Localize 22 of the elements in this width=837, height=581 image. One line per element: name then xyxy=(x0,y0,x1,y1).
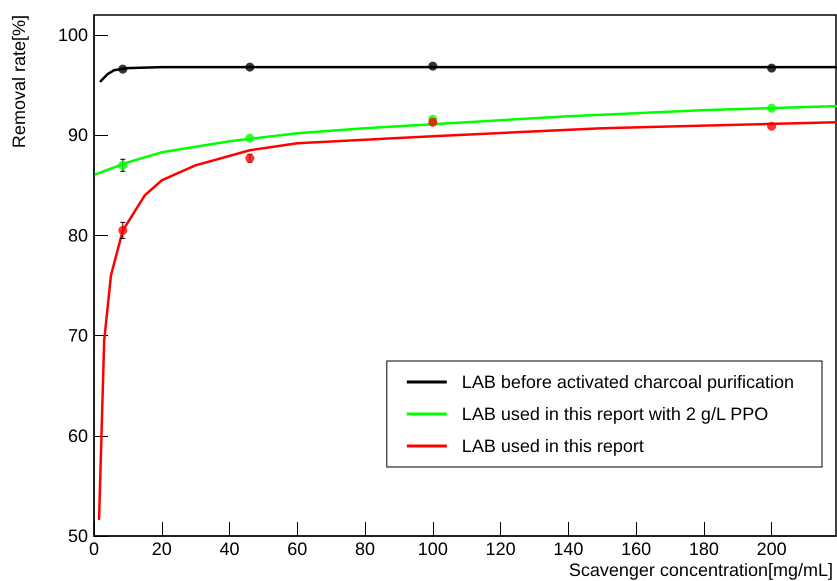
x-tick-label: 80 xyxy=(355,539,376,559)
y-tick-label: 90 xyxy=(68,125,88,146)
x-tick-label: 160 xyxy=(621,539,652,559)
x-tick-label: 120 xyxy=(486,539,516,559)
y-tick-label: 60 xyxy=(68,426,88,446)
y-tick-label: 80 xyxy=(68,225,88,246)
y-tick-label: 100 xyxy=(58,25,88,46)
legend-label: LAB before activated charcoal purification xyxy=(462,372,794,392)
x-tick-label: 100 xyxy=(418,539,448,559)
y-axis-title: Removal rate[%] xyxy=(9,15,29,148)
x-axis-title: Scavenger concentration[mg/mL] xyxy=(568,560,834,580)
legend-label: LAB used in this report with 2 g/L PPO xyxy=(462,404,768,424)
x-tick-label: 0 xyxy=(88,539,100,559)
x-tick-label: 20 xyxy=(152,539,172,559)
legend-label: LAB used in this report xyxy=(462,436,644,456)
x-tick-label: 200 xyxy=(756,539,787,559)
x-tick-label: 140 xyxy=(553,539,584,559)
x-tick-label: 180 xyxy=(688,539,719,559)
y-tick-label: 70 xyxy=(68,326,88,346)
x-tick-label: 40 xyxy=(220,539,240,559)
x-tick-label: 60 xyxy=(287,539,308,559)
y-tick-label: 50 xyxy=(68,526,88,546)
